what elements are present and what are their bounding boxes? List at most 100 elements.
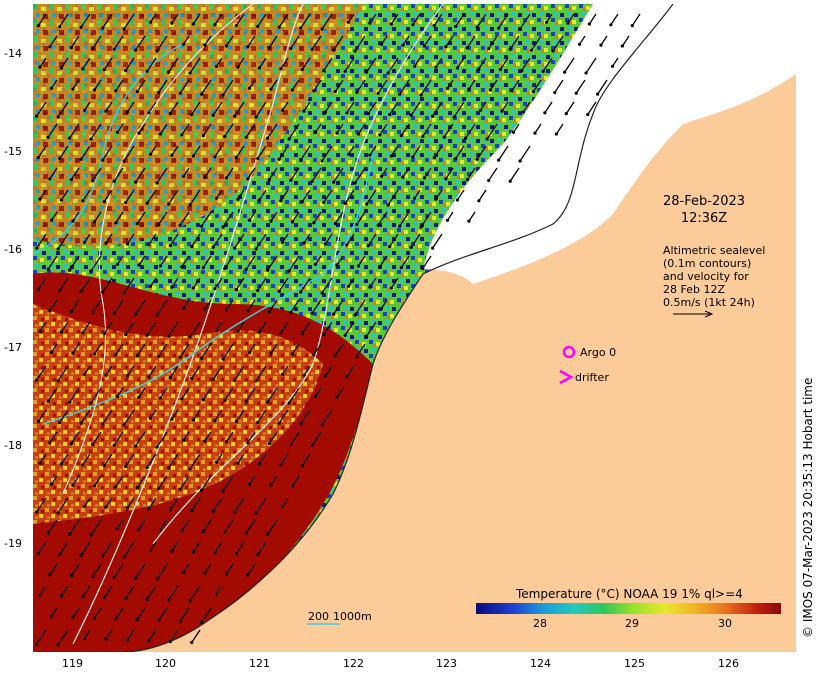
velocity-vector <box>191 365 201 379</box>
x-tick: 126 <box>718 657 739 670</box>
velocity-vector <box>291 475 300 487</box>
velocity-vector-head <box>455 66 459 70</box>
velocity-vector <box>148 365 157 378</box>
velocity-vector <box>92 167 102 181</box>
velocity-vector <box>446 79 454 89</box>
velocity-vector-head <box>498 68 502 72</box>
velocity-vector <box>400 255 410 268</box>
velocity-vector-head <box>91 46 95 51</box>
velocity-vector <box>57 629 69 646</box>
velocity-vector-head <box>596 92 600 96</box>
velocity-vector-head <box>280 240 285 244</box>
velocity-vector <box>105 629 113 640</box>
velocity-vector <box>270 79 278 90</box>
velocity-vector <box>149 277 157 287</box>
velocity-vector <box>80 541 91 556</box>
velocity-vector <box>432 101 443 117</box>
altimetry-line: (0.1m contours) <box>663 257 752 270</box>
velocity-vector-head <box>386 203 390 207</box>
velocity-vector-head <box>247 482 252 486</box>
velocity-vector-head <box>246 177 250 181</box>
velocity-vector <box>380 299 388 309</box>
velocity-vector-head <box>102 68 106 72</box>
velocity-vector-head <box>246 441 250 445</box>
velocity-vector <box>159 387 168 399</box>
velocity-vector-head <box>236 197 240 201</box>
velocity-vector-head <box>475 157 479 161</box>
velocity-vector-head <box>180 133 184 137</box>
velocity-vector-head <box>302 109 306 113</box>
velocity-vector <box>50 79 58 89</box>
velocity-vector <box>278 277 289 292</box>
velocity-vector-head <box>521 110 525 114</box>
velocity-vector <box>83 233 91 243</box>
velocity-vector-head <box>48 309 52 313</box>
velocity-vector-head <box>313 262 318 266</box>
velocity-vector <box>303 365 311 376</box>
velocity-vector-head <box>269 483 273 487</box>
timestamp-date: 28-Feb-2023 <box>663 194 746 209</box>
velocity-vector <box>522 101 531 113</box>
velocity-vector <box>511 79 520 92</box>
velocity-vector-head <box>290 220 294 224</box>
velocity-vector <box>202 387 212 400</box>
velocity-vector <box>346 233 355 246</box>
velocity-vector <box>168 585 179 601</box>
velocity-vector <box>102 145 113 161</box>
velocity-vector <box>281 101 289 111</box>
velocity-vector-head <box>167 334 171 338</box>
velocity-vector-head <box>122 423 126 427</box>
velocity-vector-head <box>247 218 252 222</box>
velocity-vector-head <box>181 570 186 574</box>
velocity-vector-head <box>353 181 357 185</box>
velocity-vector <box>468 211 476 222</box>
velocity-vector-head <box>376 223 380 227</box>
velocity-vector <box>204 167 212 178</box>
velocity-vector-head <box>203 307 207 311</box>
velocity-vector-head <box>432 24 436 28</box>
velocity-vector-head <box>190 112 194 117</box>
velocity-vector <box>204 299 212 310</box>
velocity-vector <box>83 629 91 639</box>
velocity-vector <box>113 167 124 182</box>
velocity-vector <box>69 123 80 139</box>
contour-white-2 <box>152 4 444 545</box>
velocity-vector <box>291 79 300 91</box>
velocity-vector-head <box>200 356 204 360</box>
velocity-vector-head <box>378 265 382 269</box>
velocity-scale-arrowhead <box>704 310 714 318</box>
velocity-vector-head <box>411 155 415 159</box>
velocity-vector-head <box>300 68 304 72</box>
velocity-vector <box>225 563 234 575</box>
velocity-vector-head <box>444 177 448 181</box>
velocity-vector-head <box>35 642 39 646</box>
velocity-vector <box>70 431 80 444</box>
y-tick: -19 <box>4 537 22 550</box>
velocity-vector <box>509 35 520 50</box>
velocity-vector-head <box>269 219 273 223</box>
velocity-vector-head <box>257 198 261 202</box>
velocity-vector-head <box>211 509 215 513</box>
velocity-vector-head <box>399 134 403 138</box>
velocity-vector-head <box>399 266 403 270</box>
velocity-vector <box>201 607 212 623</box>
velocity-vector-head <box>310 47 314 51</box>
velocity-vector-head <box>135 618 139 622</box>
velocity-vector <box>60 453 69 465</box>
velocity-vector <box>270 211 278 222</box>
velocity-vector-head <box>148 284 153 288</box>
velocity-vector <box>135 167 146 183</box>
velocity-vector <box>59 145 69 159</box>
velocity-vector-head <box>35 114 39 118</box>
velocity-vector <box>366 189 377 205</box>
x-tick: 122 <box>343 657 364 670</box>
velocity-vector-head <box>267 178 271 182</box>
velocity-vector <box>224 255 234 269</box>
velocity-vector <box>49 35 58 48</box>
velocity-vector-head <box>346 152 351 156</box>
velocity-vector <box>201 475 212 491</box>
velocity-vector <box>280 321 289 334</box>
velocity-vector <box>300 409 311 425</box>
velocity-vector-head <box>368 153 372 157</box>
velocity-vector <box>402 35 410 46</box>
